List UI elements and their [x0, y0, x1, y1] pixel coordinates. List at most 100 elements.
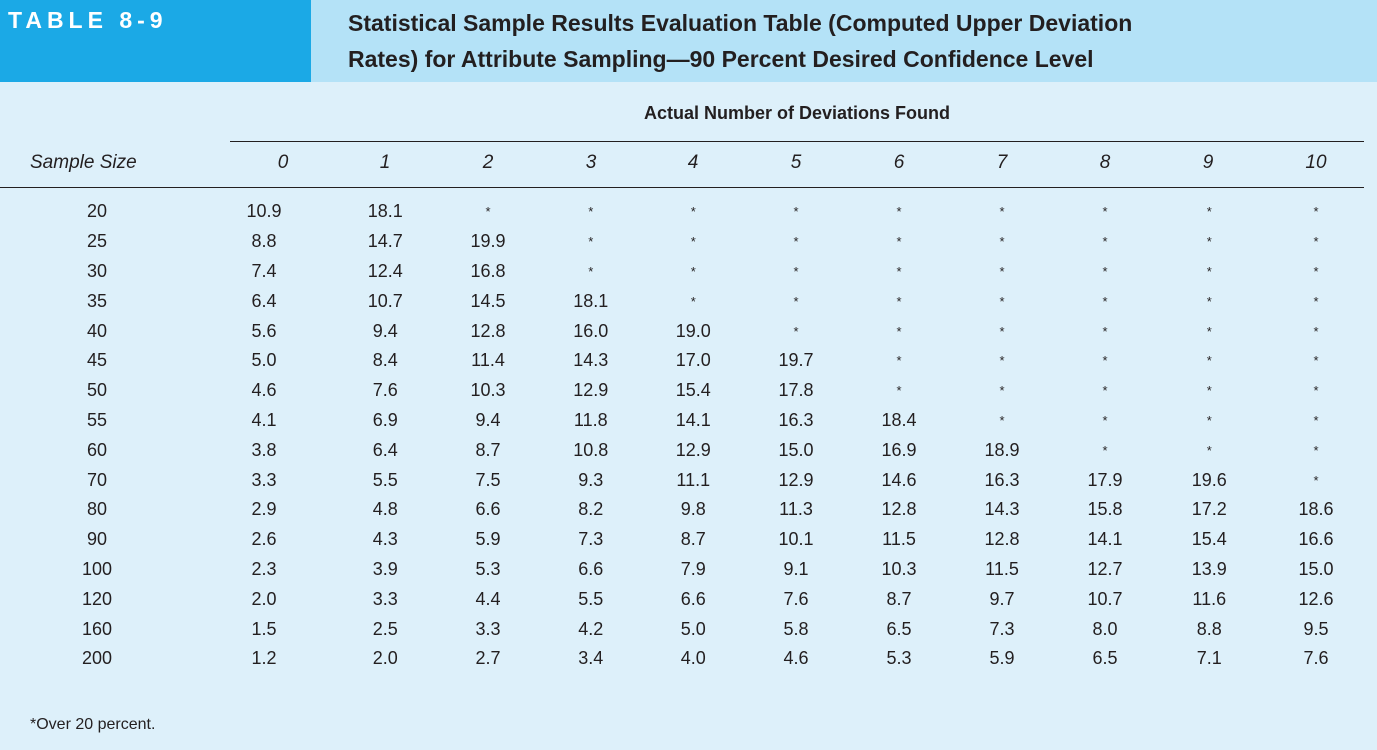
sample-size-cell: 45: [86, 350, 108, 371]
deviation-rate-cell: *: [896, 234, 902, 250]
table-row: 100 2.3 3.9 5.3 6.6 7.9 9.1 10.3 11.5 12.7 13.9 15.…: [0, 555, 1370, 585]
deviation-rate-cell: 3.4: [578, 648, 604, 669]
deviation-rate-cell: 19.6: [1191, 469, 1227, 490]
deviation-rate-cell: 15.4: [1191, 529, 1227, 550]
deviation-rate-cell: 6.6: [475, 499, 501, 520]
deviation-rate-cell: 14.6: [881, 469, 917, 490]
deviation-rate-cell: 7.6: [372, 380, 398, 401]
deviation-rate-cell: 5.3: [886, 648, 912, 669]
sample-size-cell: 120: [81, 588, 113, 609]
column-group-header: Actual Number of Deviations Found: [643, 103, 951, 123]
deviation-rate-cell: 7.3: [989, 618, 1015, 639]
deviation-rate-cell: 4.0: [680, 648, 706, 669]
deviation-rate-cell: 2.6: [251, 529, 277, 550]
deviation-rate-cell: 5.0: [251, 350, 277, 371]
deviation-rate-cell: 12.9: [573, 380, 609, 401]
deviation-rate-cell: *: [1102, 234, 1108, 250]
deviation-rate-cell: 5.5: [578, 588, 604, 609]
deviation-rate-cell: 4.8: [372, 499, 398, 520]
column-header-6: 6: [893, 152, 905, 173]
deviation-rate-cell: 5.0: [680, 618, 706, 639]
deviation-rate-cell: 9.4: [475, 409, 501, 430]
table-row: 20 10.9 18.1 * * * * * * * * *: [0, 197, 1370, 227]
table-row: 200 1.2 2.0 2.7 3.4 4.0 4.6 5.3 5.9 6.5 7.1 7.6: [0, 644, 1370, 674]
deviation-rate-cell: *: [1206, 323, 1212, 339]
sample-size-cell: 30: [86, 260, 108, 281]
deviation-rate-cell: *: [1313, 204, 1319, 220]
deviation-rate-cell: 2.3: [251, 558, 277, 579]
table-row: 70 3.3 5.5 7.5 9.3 11.1 12.9 14.6 16.3 17.9 19.6 *: [0, 465, 1370, 495]
deviation-rate-cell: 7.1: [1196, 648, 1222, 669]
deviation-rate-cell: *: [793, 323, 799, 339]
table-row: 55 4.1 6.9 9.4 11.8 14.1 16.3 18.4 * * * *: [0, 406, 1370, 436]
deviation-rate-cell: *: [690, 293, 696, 309]
deviation-rate-cell: *: [1206, 442, 1212, 458]
deviation-rate-cell: 14.1: [675, 409, 711, 430]
sample-size-cell: 200: [81, 648, 113, 669]
deviation-rate-cell: 8.4: [372, 350, 398, 371]
deviation-rate-cell: *: [1313, 353, 1319, 369]
deviation-rate-cell: *: [485, 204, 491, 220]
deviation-rate-cell: *: [896, 293, 902, 309]
column-header-5: 5: [790, 152, 802, 173]
deviation-rate-cell: 14.7: [367, 231, 403, 252]
deviation-rate-cell: 15.0: [1298, 558, 1334, 579]
table-title-line-2: Rates) for Attribute Sampling—90 Percent…: [348, 46, 1094, 72]
table-row: 50 4.6 7.6 10.3 12.9 15.4 17.8 * * * * *: [0, 376, 1370, 406]
deviation-rate-cell: 10.9: [246, 201, 282, 222]
deviation-rate-cell: *: [1102, 323, 1108, 339]
deviation-rate-cell: 7.9: [680, 558, 706, 579]
deviation-rate-cell: *: [999, 293, 1005, 309]
deviation-rate-cell: *: [588, 234, 594, 250]
deviation-rate-cell: *: [1313, 442, 1319, 458]
deviation-rate-cell: 19.0: [675, 320, 711, 341]
table-row: 60 3.8 6.4 8.7 10.8 12.9 15.0 16.9 18.9 * * *: [0, 435, 1370, 465]
table-row: 40 5.6 9.4 12.8 16.0 19.0 * * * * * *: [0, 316, 1370, 346]
deviation-rate-cell: 11.5: [985, 558, 1019, 579]
column-header-9: 9: [1202, 152, 1214, 173]
deviation-rate-cell: 12.8: [470, 320, 506, 341]
deviation-rate-cell: *: [896, 383, 902, 399]
deviation-rate-cell: 4.6: [783, 648, 809, 669]
table-row: 25 8.8 14.7 19.9 * * * * * * * *: [0, 227, 1370, 257]
deviation-rate-cell: *: [1102, 204, 1108, 220]
sample-size-cell: 20: [86, 201, 108, 222]
deviation-rate-cell: 5.8: [783, 618, 809, 639]
deviation-rate-cell: 9.5: [1303, 618, 1329, 639]
deviation-rate-cell: 19.7: [778, 350, 814, 371]
deviation-rate-cell: 7.6: [1303, 648, 1329, 669]
deviation-rate-cell: 1.2: [251, 648, 277, 669]
deviation-rate-cell: 7.4: [251, 260, 277, 281]
deviation-rate-cell: 5.3: [475, 558, 501, 579]
deviation-rate-cell: 16.9: [881, 439, 917, 460]
deviation-rate-table: 20 10.9 18.1 * * * * * * * * * 25 8.8 14.7 19.9 * * * * * * * *…: [0, 197, 1370, 674]
deviation-rate-cell: 6.4: [372, 439, 398, 460]
deviation-rate-cell: 5.6: [251, 320, 277, 341]
deviation-rate-cell: 15.0: [778, 439, 814, 460]
deviation-rate-cell: *: [1313, 293, 1319, 309]
deviation-rate-cell: 17.0: [675, 350, 711, 371]
deviation-rate-cell: 18.1: [573, 290, 609, 311]
deviation-rate-cell: 18.9: [984, 439, 1020, 460]
table-title-line-1: Statistical Sample Results Evaluation Ta…: [348, 10, 1133, 36]
deviation-rate-cell: 8.7: [886, 588, 912, 609]
deviation-rate-cell: 3.8: [251, 439, 277, 460]
deviation-rate-cell: *: [1206, 204, 1212, 220]
deviation-rate-cell: *: [999, 323, 1005, 339]
deviation-rate-cell: 16.0: [573, 320, 609, 341]
deviation-rate-cell: 8.2: [578, 499, 604, 520]
deviation-rate-cell: 6.5: [1092, 648, 1118, 669]
deviation-rate-cell: 19.9: [470, 231, 506, 252]
deviation-rate-cell: 2.0: [251, 588, 277, 609]
deviation-rate-cell: 3.9: [372, 558, 398, 579]
deviation-rate-cell: 3.3: [251, 469, 277, 490]
table-title-box: Statistical Sample Results Evaluation Ta…: [311, 0, 1377, 82]
deviation-rate-cell: *: [1102, 442, 1108, 458]
table-number-tag: TABLE 8-9: [0, 0, 311, 82]
deviation-rate-cell: *: [1313, 383, 1319, 399]
deviation-rate-cell: 5.9: [989, 648, 1015, 669]
deviation-rate-cell: 8.0: [1092, 618, 1118, 639]
deviation-rate-cell: 16.3: [984, 469, 1020, 490]
deviation-rate-cell: 4.4: [475, 588, 501, 609]
deviation-rate-cell: *: [793, 204, 799, 220]
